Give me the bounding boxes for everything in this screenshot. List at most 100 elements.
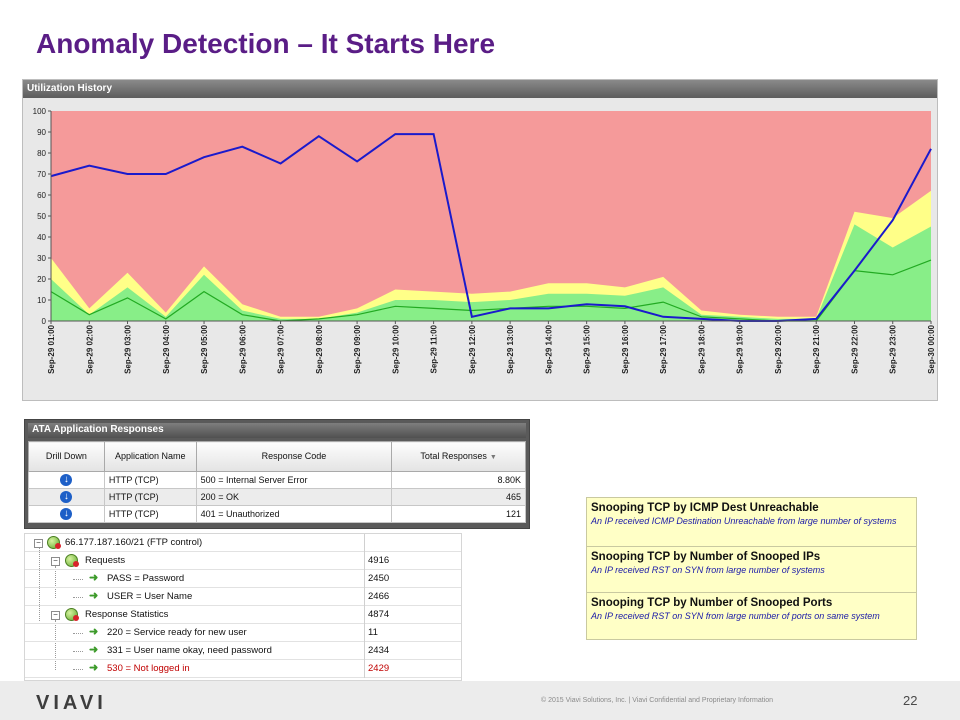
x-tick-label: Sep-29 17:00 — [659, 324, 668, 373]
col-total-responses-label: Total Responses — [420, 450, 487, 461]
tree-connector — [55, 620, 56, 670]
tree-connector — [73, 579, 83, 580]
x-tick-label: Sep-29 08:00 — [315, 324, 324, 373]
tree-label: Response Statistics — [85, 609, 169, 620]
drill-down-icon[interactable]: ↓ — [60, 474, 73, 486]
collapse-icon[interactable]: − — [51, 557, 60, 566]
requests-node-icon — [65, 554, 79, 567]
snooping-alert-title: Snooping TCP by ICMP Dest Unreachable — [591, 502, 819, 514]
ata-header: ATA Application Responses — [28, 423, 526, 438]
col-application-name[interactable]: Application Name — [103, 441, 197, 472]
series-area-1 — [51, 224, 931, 321]
x-tick-label: Sep-29 06:00 — [238, 324, 247, 373]
col-total-responses[interactable]: Total Responses ▼ — [391, 441, 526, 472]
col-drill-down[interactable]: Drill Down — [28, 441, 105, 472]
tree-label: 220 = Service ready for new user — [107, 627, 247, 638]
utilization-history-panel: Utilization History 0 10 20 30 40 50 60 70 80 90 1… — [22, 79, 938, 401]
x-tick-label: Sep-29 19:00 — [736, 324, 745, 373]
y-tick-label: 70 — [37, 170, 46, 179]
sort-desc-icon: ▼ — [489, 453, 497, 461]
table-row[interactable]: ↓ HTTP (TCP) 401 = Unauthorized 121 — [28, 505, 526, 523]
copyright-text: © 2015 Viavi Solutions, Inc. | Viavi Con… — [541, 697, 774, 704]
tree-row-user[interactable]: ➜ USER = User Name 2466 — [25, 588, 461, 606]
cell-code: 200 = OK — [195, 488, 393, 506]
drill-down-icon[interactable]: ↓ — [60, 508, 73, 520]
tree-value — [364, 534, 462, 552]
green-arrow-icon: ➜ — [89, 662, 99, 674]
tree-row-requests[interactable]: − Requests 4916 — [25, 552, 461, 570]
green-arrow-icon: ➜ — [89, 572, 99, 584]
tree-connector — [73, 651, 83, 652]
x-tick-label: Sep-29 01:00 — [47, 324, 56, 373]
y-tick-label: 60 — [37, 191, 46, 200]
collapse-icon[interactable]: − — [34, 539, 43, 548]
x-tick-label: Sep-29 14:00 — [544, 324, 553, 373]
y-tick-label: 20 — [37, 275, 46, 284]
cell-code: 401 = Unauthorized — [195, 505, 393, 523]
x-tick-label: Sep-30 00:00 — [927, 324, 936, 373]
utilization-chart: 0 10 20 30 40 50 60 70 80 90 100 Sep-29 01:00 Sep-29… — [33, 107, 936, 374]
tree-value: 11 — [364, 624, 462, 642]
x-tick-label: Sep-29 21:00 — [812, 324, 821, 373]
snooping-alert-title: Snooping TCP by Number of Snooped IPs — [591, 551, 821, 563]
utilization-history-header: Utilization History — [23, 80, 937, 98]
ata-application-responses-panel: ATA Application Responses Drill Down App… — [24, 419, 530, 529]
cell-app: HTTP (TCP) — [103, 505, 197, 523]
snooping-alert-description: An IP received RST on SYN from large num… — [591, 611, 880, 621]
tree-value: 2466 — [364, 588, 462, 606]
y-tick-label: 90 — [37, 128, 46, 137]
snooping-alerts-panel: Snooping TCP by ICMP Dest Unreachable An… — [586, 497, 917, 640]
tree-value: 2450 — [364, 570, 462, 588]
cell-total: 8.80K — [391, 471, 526, 489]
tree-value: 4874 — [364, 606, 462, 624]
y-tick-label: 10 — [37, 296, 46, 305]
tree-row-530[interactable]: ➜ 530 = Not logged in 2429 — [25, 660, 461, 678]
table-row[interactable]: ↓ HTTP (TCP) 200 = OK 465 — [28, 488, 526, 506]
drill-down-icon[interactable]: ↓ — [60, 491, 73, 503]
chart-plot-background — [51, 111, 931, 321]
green-arrow-icon: ➜ — [89, 590, 99, 602]
snooping-alert[interactable]: Snooping TCP by Number of Snooped Ports … — [587, 593, 916, 625]
y-tick-label: 50 — [37, 212, 46, 221]
tree-row-response-statistics[interactable]: − Response Statistics 4874 — [25, 606, 461, 624]
tree-label: 66.177.187.160/21 (FTP control) — [65, 537, 203, 548]
green-arrow-icon: ➜ — [89, 644, 99, 656]
tree-connector — [73, 669, 83, 670]
table-row[interactable]: ↓ HTTP (TCP) 500 = Internal Server Error… — [28, 471, 526, 489]
x-tick-label: Sep-29 12:00 — [468, 324, 477, 373]
tree-label: 331 = User name okay, need password — [107, 645, 272, 656]
viavi-logo: VIAVI — [36, 692, 107, 714]
footer: VIAVI © 2015 Viavi Solutions, Inc. | Via… — [0, 681, 960, 720]
x-tick-label: Sep-29 20:00 — [774, 324, 783, 373]
x-tick-label: Sep-29 09:00 — [353, 324, 362, 373]
col-response-code[interactable]: Response Code — [195, 441, 393, 472]
tree-connector — [55, 566, 56, 598]
tree-row-331[interactable]: ➜ 331 = User name okay, need password 24… — [25, 642, 461, 660]
tree-row-220[interactable]: ➜ 220 = Service ready for new user 11 — [25, 624, 461, 642]
collapse-icon[interactable]: − — [51, 611, 60, 620]
cell-code: 500 = Internal Server Error — [195, 471, 393, 489]
tree-value: 4916 — [364, 552, 462, 570]
x-tick-label: Sep-29 05:00 — [200, 324, 209, 373]
x-tick-label: Sep-29 22:00 — [850, 324, 859, 373]
x-tick-label: Sep-29 02:00 — [85, 324, 94, 373]
tree-row-root[interactable]: − 66.177.187.160/21 (FTP control) — [25, 534, 461, 552]
tree-row-pass[interactable]: ➜ PASS = Password 2450 — [25, 570, 461, 588]
x-tick-label: Sep-29 07:00 — [277, 324, 286, 373]
tree-label: PASS = Password — [107, 573, 185, 584]
tree-connector — [73, 633, 83, 634]
snooping-alert-description: An IP received RST on SYN from large num… — [591, 565, 825, 575]
x-tick-label: Sep-29 13:00 — [506, 324, 515, 373]
y-tick-label: 0 — [42, 317, 47, 326]
snooping-alert[interactable]: Snooping TCP by Number of Snooped IPs An… — [587, 547, 916, 593]
tree-label: USER = User Name — [107, 591, 193, 602]
x-tick-label: Sep-29 04:00 — [162, 324, 171, 373]
tree-connector — [39, 548, 40, 621]
ftp-tree-panel: − 66.177.187.160/21 (FTP control) − Requ… — [24, 533, 462, 681]
ftp-node-icon — [47, 536, 61, 549]
snooping-alert[interactable]: Snooping TCP by ICMP Dest Unreachable An… — [587, 498, 916, 547]
y-tick-label: 30 — [37, 254, 46, 263]
y-tick-label: 40 — [37, 233, 46, 242]
tree-value: 2429 — [364, 660, 462, 678]
